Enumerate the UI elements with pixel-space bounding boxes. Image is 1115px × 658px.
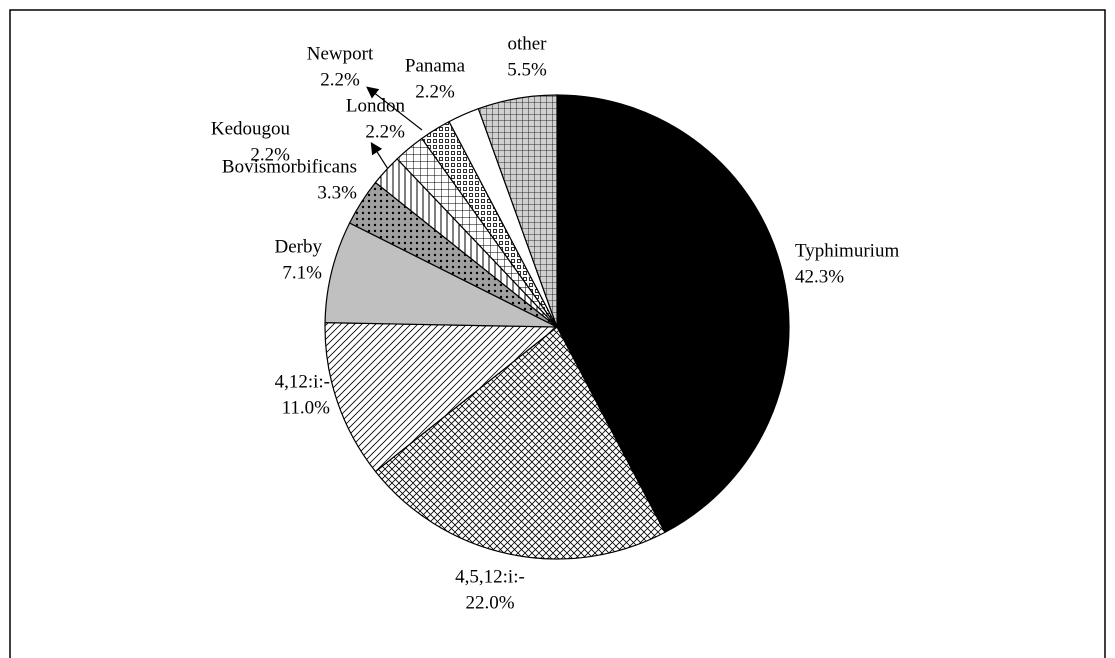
slice-name: 4,12:i:-: [275, 371, 330, 392]
slice-value-label: 5.5%: [507, 59, 547, 80]
slice-name: Bovismorbificans: [222, 156, 357, 177]
slice-value-label: 2.2%: [320, 69, 360, 90]
slice-value-label: 2.2%: [415, 81, 455, 102]
slice-name: Newport: [307, 43, 374, 64]
slice-value-label: 11.0%: [282, 397, 331, 418]
leader-arrow: [366, 86, 423, 131]
slice-name: Derby: [275, 236, 323, 257]
pie-slice: [477, 94, 558, 328]
pie-slice: [374, 326, 666, 560]
slice-name: Panama: [405, 55, 466, 76]
slice-value-label: 2.2%: [250, 144, 290, 165]
slice-name: Kedougou: [211, 118, 291, 139]
slice-name: London: [346, 95, 406, 116]
slice-name: other: [507, 33, 547, 54]
pie-slice: [324, 222, 558, 328]
slice-name: Typhimurium: [795, 240, 899, 261]
slice-value-label: 7.1%: [282, 262, 322, 283]
pie-slice: [556, 94, 790, 534]
slice-value-label: 22.0%: [465, 592, 514, 613]
frame: [9, 9, 1106, 658]
slice-value-label: 3.3%: [317, 182, 357, 203]
pie-slice: [324, 322, 559, 473]
slice-value-label: 2.2%: [365, 121, 405, 142]
slice-value-label: 42.3%: [795, 266, 844, 287]
slice-name: 4,5,12:i:-: [455, 566, 525, 587]
